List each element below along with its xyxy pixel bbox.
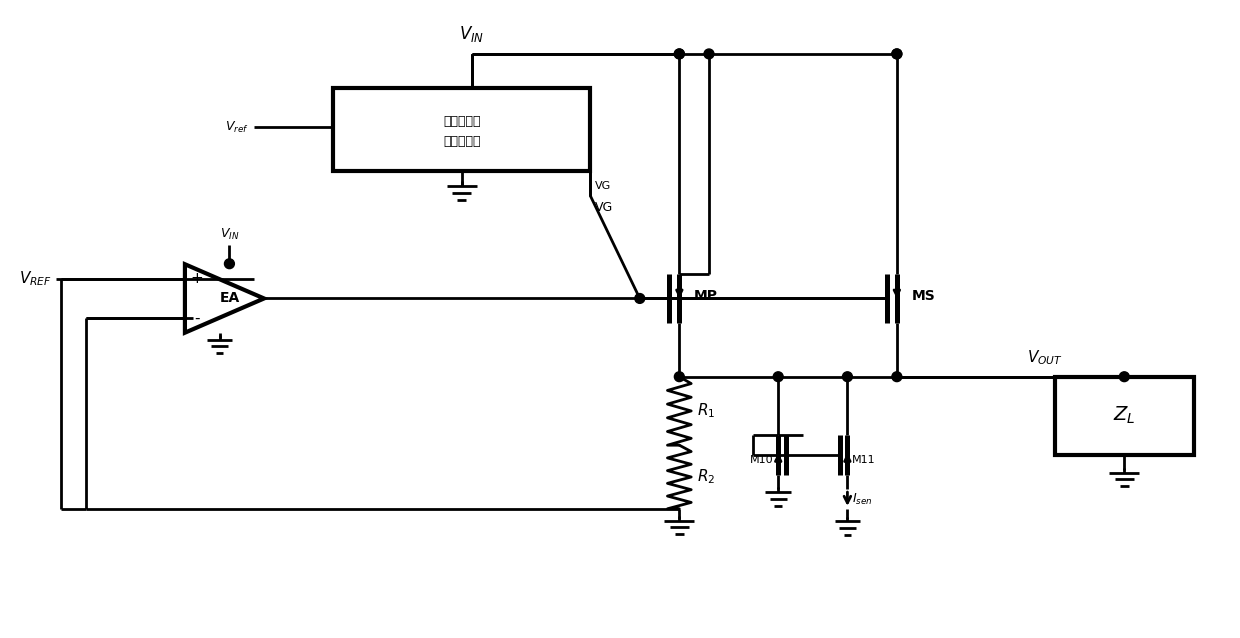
- Text: $Z_L$: $Z_L$: [1114, 405, 1136, 426]
- Circle shape: [675, 49, 684, 59]
- Text: 负载瞬态响: 负载瞬态响: [443, 115, 481, 128]
- Text: EA: EA: [219, 292, 239, 306]
- Text: $V_{OUT}$: $V_{OUT}$: [1027, 348, 1063, 367]
- Text: -: -: [193, 311, 200, 325]
- Text: $V_{IN}$: $V_{IN}$: [459, 24, 485, 44]
- Circle shape: [892, 49, 901, 59]
- Text: VG: VG: [595, 181, 611, 191]
- Circle shape: [675, 372, 684, 382]
- Text: M10: M10: [750, 455, 774, 465]
- Circle shape: [774, 372, 784, 382]
- Circle shape: [842, 372, 852, 382]
- Text: $I_{sen}$: $I_{sen}$: [852, 491, 873, 507]
- Text: 应增强电路: 应增强电路: [443, 135, 481, 148]
- Text: $V_{REF}$: $V_{REF}$: [19, 269, 51, 288]
- Circle shape: [892, 372, 901, 382]
- Text: $V_{IN}$: $V_{IN}$: [219, 226, 239, 242]
- Circle shape: [635, 293, 645, 303]
- Circle shape: [704, 49, 714, 59]
- Text: $V_{ref}$: $V_{ref}$: [226, 120, 249, 135]
- Circle shape: [675, 49, 684, 59]
- Text: MS: MS: [911, 288, 935, 302]
- Text: $R_2$: $R_2$: [697, 468, 715, 486]
- Text: VG: VG: [595, 200, 614, 214]
- Text: $R_1$: $R_1$: [697, 401, 715, 420]
- Circle shape: [892, 49, 901, 59]
- FancyBboxPatch shape: [1055, 376, 1194, 455]
- FancyBboxPatch shape: [334, 88, 590, 171]
- Text: M11: M11: [852, 455, 875, 465]
- Circle shape: [1120, 372, 1130, 382]
- Text: +: +: [191, 271, 203, 286]
- Text: MP: MP: [694, 288, 718, 302]
- Circle shape: [224, 259, 234, 269]
